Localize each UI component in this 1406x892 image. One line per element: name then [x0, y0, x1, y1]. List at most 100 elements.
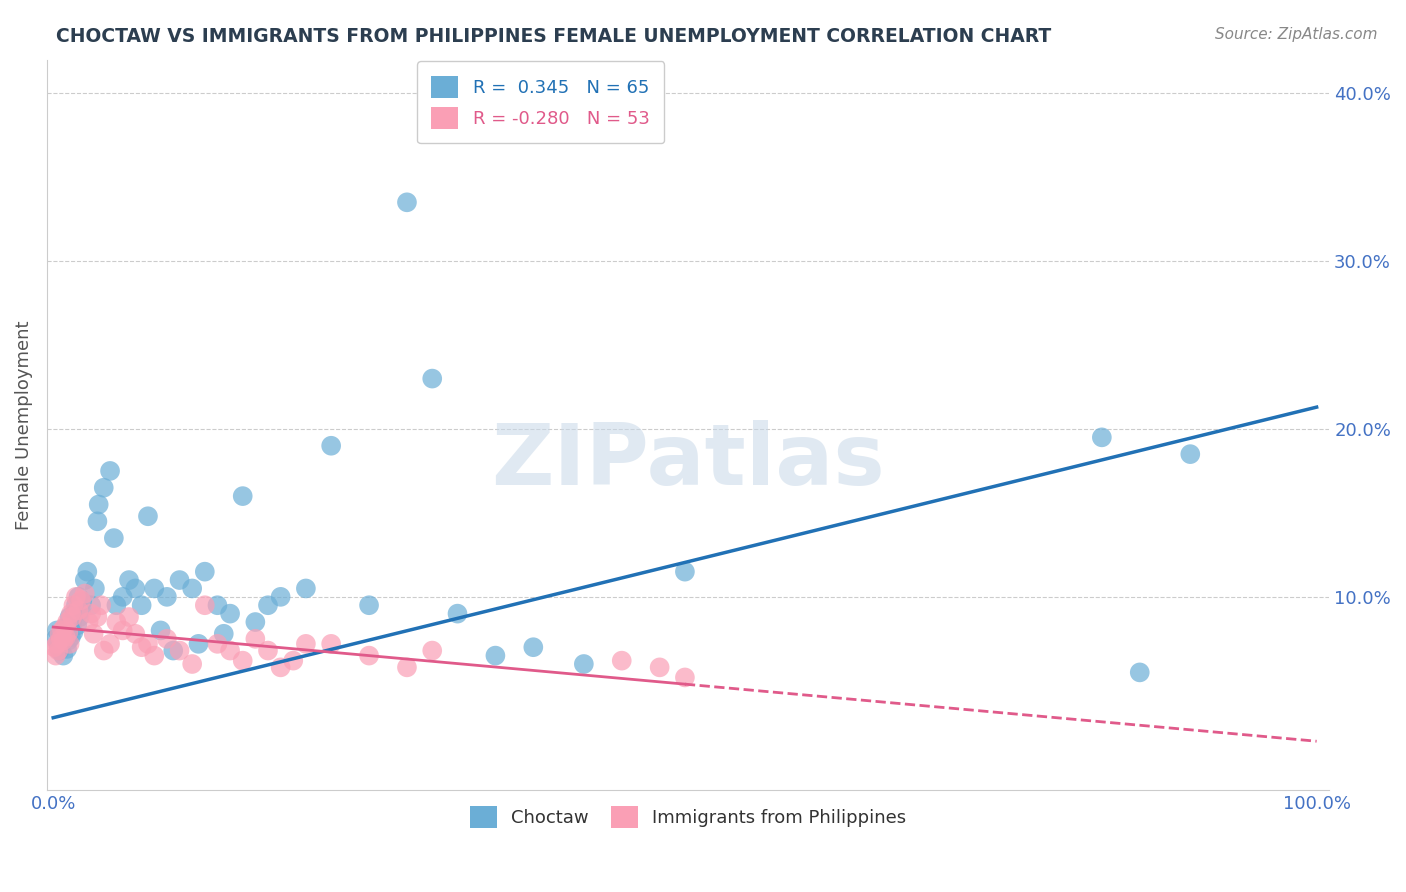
Point: [156, 632, 179, 646]
Point: [52, 648, 75, 663]
Point: [70, 593, 93, 607]
Point: [80, 599, 103, 613]
Point: [59, 630, 82, 644]
Point: [59, 610, 82, 624]
Point: [87, 498, 110, 512]
Point: [245, 632, 267, 646]
Point: [63, 607, 86, 621]
Point: [446, 607, 468, 621]
Point: [58, 625, 80, 640]
Point: [124, 627, 146, 641]
Point: [207, 599, 229, 613]
Point: [103, 531, 125, 545]
Point: [111, 624, 134, 638]
Point: [321, 637, 343, 651]
Point: [283, 654, 305, 668]
Point: [1129, 665, 1152, 680]
Point: [610, 654, 633, 668]
Point: [357, 599, 380, 613]
Point: [51, 630, 73, 644]
Point: [60, 615, 83, 629]
Point: [80, 607, 103, 621]
Point: [1091, 430, 1114, 444]
Point: [48, 627, 70, 641]
Point: [98, 637, 121, 651]
Point: [212, 627, 235, 641]
Point: [232, 489, 254, 503]
Point: [70, 603, 93, 617]
Point: [169, 573, 191, 587]
Point: [65, 590, 87, 604]
Point: [45, 648, 67, 663]
Point: [357, 648, 380, 663]
Point: [66, 618, 89, 632]
Point: [143, 648, 166, 663]
Point: [321, 439, 343, 453]
Point: [143, 582, 166, 596]
Point: [46, 637, 69, 651]
Point: [219, 607, 242, 621]
Point: [45, 632, 67, 646]
Point: [72, 595, 94, 609]
Point: [194, 599, 217, 613]
Point: [257, 599, 280, 613]
Point: [69, 610, 91, 624]
Point: [270, 590, 292, 604]
Point: [53, 627, 76, 641]
Point: [53, 620, 76, 634]
Point: [232, 654, 254, 668]
Point: [76, 565, 98, 579]
Point: [572, 657, 595, 671]
Point: [136, 637, 159, 651]
Point: [111, 590, 134, 604]
Point: [59, 637, 82, 651]
Point: [207, 637, 229, 651]
Point: [65, 599, 87, 613]
Point: [83, 627, 105, 641]
Point: [52, 633, 75, 648]
Point: [49, 640, 72, 655]
Point: [44, 640, 66, 655]
Point: [98, 464, 121, 478]
Point: [420, 371, 443, 385]
Point: [420, 643, 443, 657]
Point: [90, 599, 112, 613]
Point: [62, 625, 84, 640]
Text: CHOCTAW VS IMMIGRANTS FROM PHILIPPINES FEMALE UNEMPLOYMENT CORRELATION CHART: CHOCTAW VS IMMIGRANTS FROM PHILIPPINES F…: [56, 27, 1052, 45]
Point: [149, 624, 172, 638]
Point: [105, 599, 128, 613]
Point: [131, 599, 153, 613]
Point: [46, 624, 69, 638]
Point: [219, 643, 242, 657]
Point: [55, 630, 77, 644]
Point: [395, 195, 418, 210]
Point: [136, 509, 159, 524]
Point: [484, 648, 506, 663]
Point: [46, 637, 69, 651]
Point: [245, 615, 267, 629]
Point: [83, 582, 105, 596]
Point: [181, 657, 204, 671]
Point: [73, 586, 96, 600]
Point: [77, 615, 100, 629]
Point: [48, 643, 70, 657]
Point: [58, 633, 80, 648]
Point: [257, 643, 280, 657]
Point: [270, 660, 292, 674]
Point: [194, 565, 217, 579]
Point: [105, 615, 128, 629]
Point: [187, 637, 209, 651]
Point: [49, 632, 72, 646]
Point: [56, 615, 79, 629]
Point: [295, 582, 318, 596]
Point: [118, 610, 141, 624]
Point: [56, 641, 79, 656]
Text: ZIPatlas: ZIPatlas: [491, 420, 884, 503]
Point: [51, 624, 73, 638]
Point: [648, 660, 671, 674]
Point: [67, 603, 90, 617]
Point: [673, 670, 696, 684]
Point: [73, 573, 96, 587]
Point: [1180, 447, 1202, 461]
Point: [55, 620, 77, 634]
